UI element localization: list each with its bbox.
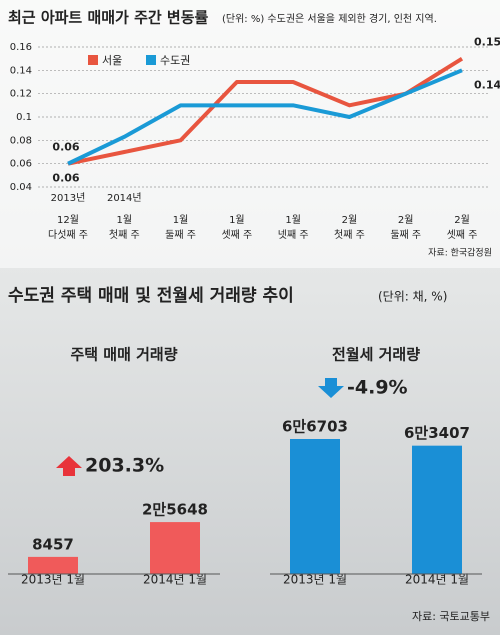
y-tick-label: 0.04 bbox=[10, 182, 32, 193]
bar bbox=[150, 522, 200, 574]
chart-title: 전월세 거래량 bbox=[332, 346, 420, 364]
change-label: -4.9% bbox=[347, 377, 408, 399]
legend-label: 서울 bbox=[102, 54, 122, 67]
data-label: 6만6703 bbox=[282, 418, 348, 436]
x-tick-label: 1월 첫째 주 bbox=[109, 214, 140, 241]
line-series bbox=[67, 68, 463, 166]
bar bbox=[412, 445, 462, 574]
chart-subtitle: (단위: %) 수도권은 서울을 제외한 경기, 인천 지역. bbox=[222, 12, 437, 25]
bar bbox=[28, 556, 78, 574]
legend-swatch bbox=[146, 55, 156, 65]
y-tick-label: 0.08 bbox=[10, 135, 32, 146]
data-label: 0.14 bbox=[474, 78, 500, 91]
x-tick-label: 2013년 1월 bbox=[283, 573, 347, 587]
x-tick-label: 2월 둘째 주 bbox=[390, 214, 421, 241]
chart-title: 주택 매매 거래량 bbox=[70, 346, 177, 364]
x-tick-label: 12월 다섯째 주 bbox=[48, 214, 88, 241]
source: 자료: 국토교통부 bbox=[412, 610, 490, 623]
x-tick-label: 1월 셋째 주 bbox=[221, 214, 252, 241]
x-tick-label: 1월 넷째 주 bbox=[278, 214, 309, 241]
source: 자료: 한국감정원 bbox=[428, 247, 492, 259]
year-label: 2013년 bbox=[51, 192, 86, 204]
data-label: 0.06 bbox=[52, 141, 79, 154]
data-label: 0.06 bbox=[52, 172, 79, 185]
change-label: 203.3% bbox=[85, 455, 164, 477]
data-label: 8457 bbox=[32, 535, 74, 553]
legend-label: 수도권 bbox=[160, 54, 190, 67]
x-tick-label: 2013년 1월 bbox=[21, 573, 85, 587]
change-arrow bbox=[56, 456, 82, 476]
x-tick-label: 2월 셋째 주 bbox=[447, 214, 478, 241]
year-label: 2014년 bbox=[107, 192, 142, 204]
y-tick-label: 0.14 bbox=[10, 65, 32, 76]
legend-swatch bbox=[88, 55, 98, 65]
y-tick-label: 0.16 bbox=[10, 42, 32, 53]
x-tick-label: 2월 첫째 주 bbox=[334, 214, 365, 241]
section-unit: (단위: 채, %) bbox=[378, 290, 447, 304]
change-arrow bbox=[318, 378, 344, 398]
x-tick-label: 2014년 1월 bbox=[143, 573, 207, 587]
data-label: 2만5648 bbox=[142, 501, 208, 519]
chart-title: 최근 아파트 매매가 주간 변동률 bbox=[8, 9, 208, 27]
x-tick-label: 2014년 1월 bbox=[405, 573, 469, 587]
top-panel bbox=[0, 0, 500, 268]
x-tick-label: 1월 둘째 주 bbox=[165, 214, 196, 241]
y-tick-label: 0.06 bbox=[10, 159, 32, 170]
y-tick-label: 0.1 bbox=[16, 112, 32, 123]
bar bbox=[290, 439, 340, 574]
data-label: 6만3407 bbox=[404, 424, 470, 442]
y-tick-label: 0.12 bbox=[10, 89, 32, 100]
data-label: 0.15 bbox=[474, 36, 500, 49]
section-title: 수도권 주택 매매 및 전월세 거래량 추이 bbox=[8, 286, 294, 306]
